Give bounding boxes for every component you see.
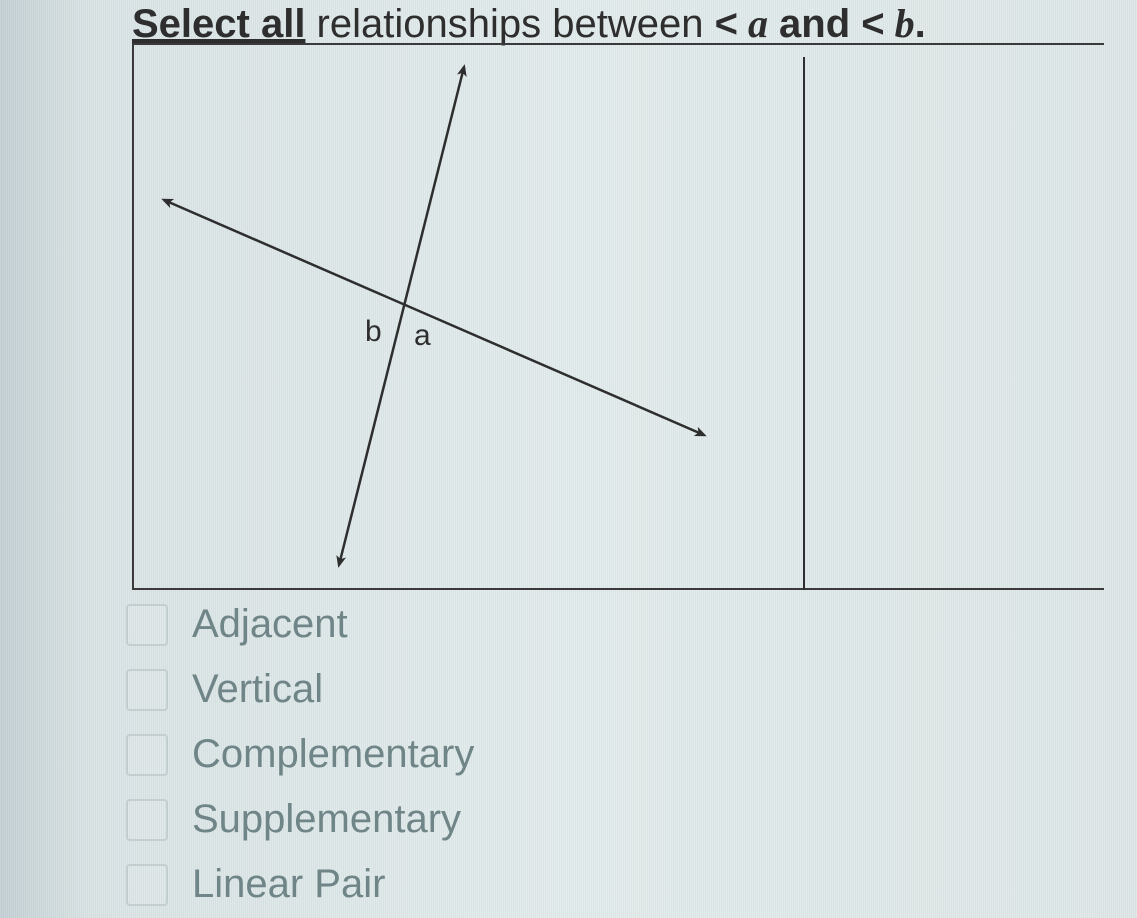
option-supplementary[interactable]: Supplementary	[126, 797, 474, 842]
checkbox-supplementary[interactable]	[126, 799, 168, 841]
diagram-line	[339, 67, 464, 565]
checkbox-linear-pair[interactable]	[126, 864, 168, 906]
page: Select all relationships between < a and…	[0, 0, 1137, 918]
checkbox-vertical[interactable]	[126, 669, 168, 711]
question-prefix: Select all	[132, 2, 305, 46]
option-vertical[interactable]: Vertical	[126, 667, 474, 712]
diagram-container: ba	[132, 43, 1104, 590]
lt-symbol-1: <	[715, 2, 738, 46]
answer-options: Adjacent Vertical Complementary Supplementa…	[126, 602, 474, 918]
angle-label-b: b	[365, 315, 382, 348]
option-label-vertical: Vertical	[192, 667, 323, 712]
question-period: .	[915, 2, 926, 46]
checkbox-adjacent[interactable]	[126, 604, 168, 646]
option-label-linear-pair: Linear Pair	[192, 862, 385, 907]
question-and: and	[768, 2, 861, 46]
question-middle: relationships between	[305, 2, 714, 46]
checkbox-complementary[interactable]	[126, 734, 168, 776]
angle-diagram: ba	[134, 45, 1106, 590]
option-label-adjacent: Adjacent	[192, 602, 348, 647]
option-label-supplementary: Supplementary	[192, 797, 461, 842]
angle-b-ref: b	[885, 1, 915, 46]
option-linear-pair[interactable]: Linear Pair	[126, 862, 474, 907]
diagram-line	[164, 200, 704, 435]
option-adjacent[interactable]: Adjacent	[126, 602, 474, 647]
angle-label-a: a	[414, 319, 431, 352]
angle-a-ref: a	[738, 1, 768, 46]
question-text: Select all relationships between < a and…	[132, 0, 926, 47]
lt-symbol-2: <	[861, 2, 884, 46]
option-complementary[interactable]: Complementary	[126, 732, 474, 777]
option-label-complementary: Complementary	[192, 732, 474, 777]
